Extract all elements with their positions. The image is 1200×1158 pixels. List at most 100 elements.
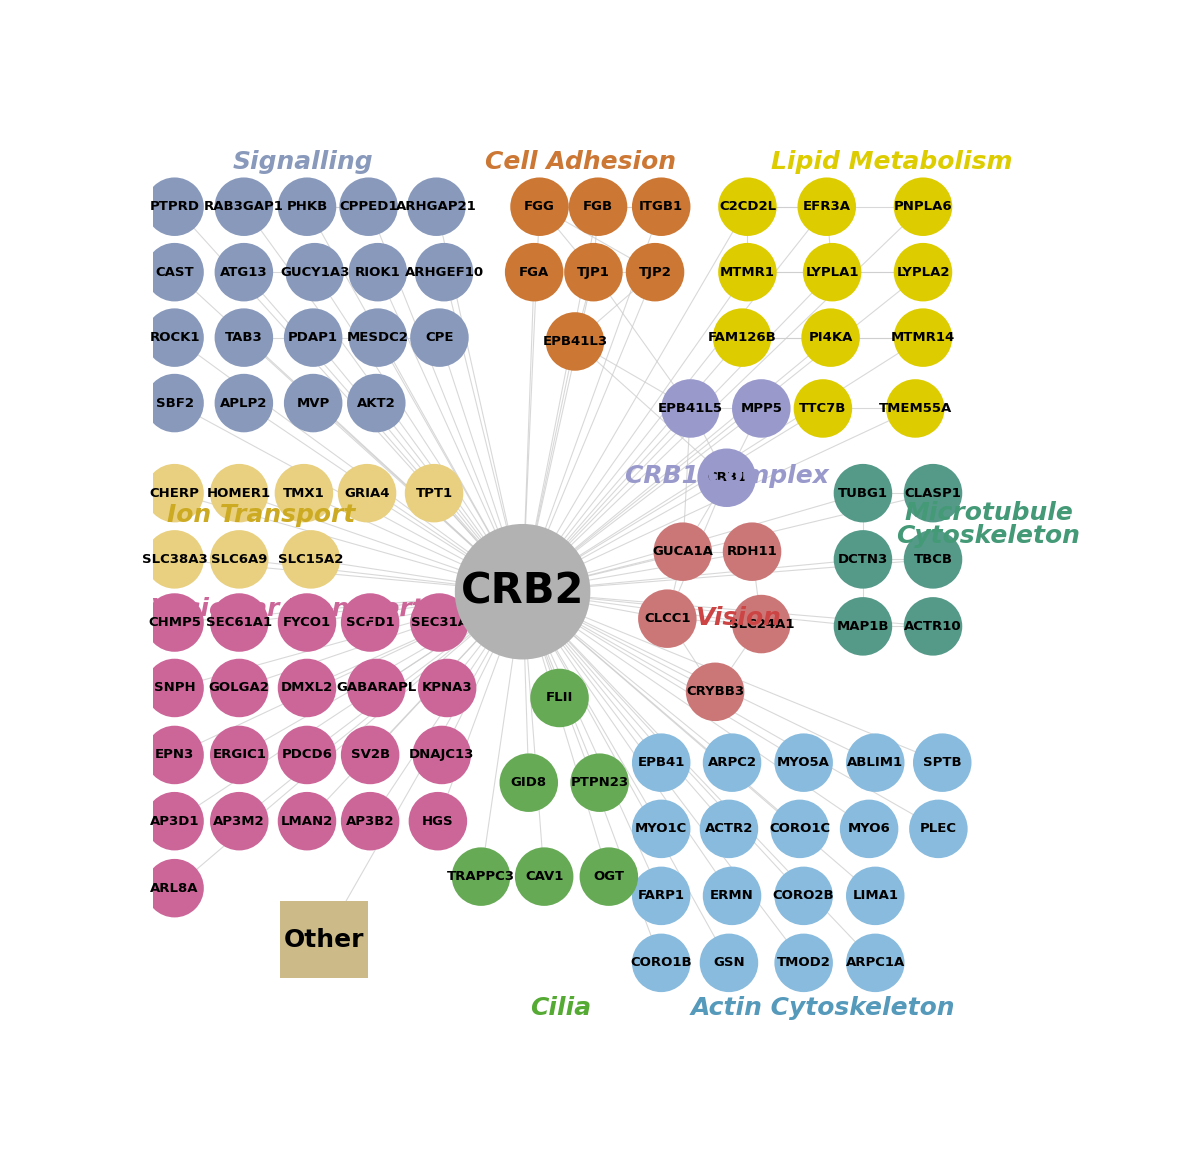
Text: SEC31A: SEC31A [410,616,468,629]
Text: CLASP1: CLASP1 [905,486,961,499]
Circle shape [713,308,772,367]
Text: MVP: MVP [296,396,330,410]
Text: FARP1: FARP1 [637,889,685,902]
Text: TJP2: TJP2 [638,265,672,279]
Circle shape [277,792,336,850]
Circle shape [770,800,829,858]
Circle shape [703,733,761,792]
Circle shape [910,800,967,858]
Circle shape [277,659,336,717]
Text: FGB: FGB [583,200,613,213]
Text: ERMN: ERMN [710,889,754,902]
Text: TMEM55A: TMEM55A [878,402,952,415]
FancyBboxPatch shape [280,901,368,979]
Circle shape [840,800,899,858]
Text: HGS: HGS [422,815,454,828]
Text: FYCO1: FYCO1 [283,616,331,629]
Text: RIOK1: RIOK1 [355,265,401,279]
Circle shape [145,177,204,236]
Circle shape [275,464,334,522]
Text: C2CD2L: C2CD2L [719,200,776,213]
Text: CORO2B: CORO2B [773,889,834,902]
Text: SLC15A2: SLC15A2 [278,552,343,566]
Text: ACTR2: ACTR2 [704,822,754,835]
Circle shape [913,733,972,792]
Circle shape [338,464,396,522]
Text: TUBG1: TUBG1 [838,486,888,499]
Circle shape [341,593,400,652]
Circle shape [284,308,342,367]
Text: OGT: OGT [593,870,624,884]
Circle shape [210,593,269,652]
Text: CRB1: CRB1 [707,471,746,484]
Circle shape [210,792,269,850]
Circle shape [286,243,344,301]
Circle shape [145,792,204,850]
Circle shape [894,177,953,236]
Circle shape [145,374,204,432]
Text: MYO1C: MYO1C [635,822,688,835]
Circle shape [145,659,204,717]
Text: Other: Other [283,928,364,952]
Circle shape [632,933,690,992]
Text: PLEC: PLEC [920,822,956,835]
Text: SLC24A1: SLC24A1 [728,617,794,631]
Text: MESDC2: MESDC2 [347,331,409,344]
Circle shape [145,308,204,367]
Circle shape [904,464,962,522]
Circle shape [661,379,720,438]
Text: LMAN2: LMAN2 [281,815,334,828]
Text: APLP2: APLP2 [220,396,268,410]
Circle shape [210,726,269,784]
Circle shape [451,848,510,906]
Text: CAV1: CAV1 [524,870,563,884]
Circle shape [530,668,589,727]
Circle shape [409,792,467,850]
Text: TTC7B: TTC7B [799,402,846,415]
Circle shape [894,308,953,367]
Text: TMX1: TMX1 [283,486,325,499]
Text: EPB41L3: EPB41L3 [542,335,607,347]
Circle shape [846,933,905,992]
Circle shape [404,464,463,522]
Circle shape [145,464,204,522]
Text: HOMER1: HOMER1 [208,486,271,499]
Circle shape [894,243,953,301]
Circle shape [774,866,833,925]
Circle shape [564,243,623,301]
Text: TMOD2: TMOD2 [776,957,830,969]
Text: CHMP5: CHMP5 [148,616,200,629]
Text: SBF2: SBF2 [156,396,193,410]
Circle shape [215,308,274,367]
Text: FGA: FGA [520,265,550,279]
Text: GUCA1A: GUCA1A [653,545,713,558]
Text: ARHGEF10: ARHGEF10 [404,265,484,279]
Circle shape [215,177,274,236]
Text: GRIA4: GRIA4 [344,486,390,499]
Text: CRYBB3: CRYBB3 [686,686,744,698]
Circle shape [632,866,690,925]
Text: EPB41L5: EPB41L5 [658,402,722,415]
Text: ERGIC1: ERGIC1 [212,748,266,762]
Text: SLC38A3: SLC38A3 [142,552,208,566]
Circle shape [570,754,629,812]
Text: Signalling: Signalling [233,151,373,174]
Text: PHKB: PHKB [287,200,328,213]
Text: EPB41: EPB41 [637,756,685,769]
Circle shape [718,243,776,301]
Circle shape [697,448,756,507]
Text: DMXL2: DMXL2 [281,681,334,695]
Circle shape [625,243,684,301]
Circle shape [846,866,905,925]
Text: FGG: FGG [524,200,554,213]
Text: Ion Transport: Ion Transport [167,503,355,527]
Circle shape [732,379,791,438]
Circle shape [904,530,962,588]
Text: AP3B2: AP3B2 [346,815,395,828]
Circle shape [210,464,269,522]
Circle shape [407,177,466,236]
Text: Lipid Metabolism: Lipid Metabolism [772,151,1013,174]
Circle shape [145,243,204,301]
Text: DNAJC13: DNAJC13 [409,748,474,762]
Circle shape [686,662,744,721]
